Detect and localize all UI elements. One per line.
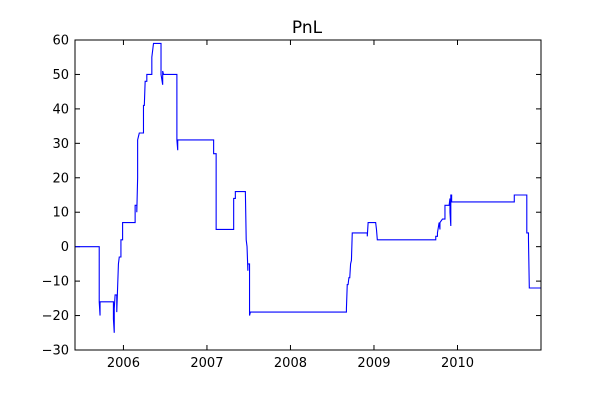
y-tick-label: 30	[52, 137, 69, 152]
y-tick-label: 20	[52, 171, 69, 186]
chart-title: PnL	[292, 18, 323, 38]
y-tick-label: 0	[61, 240, 69, 255]
y-tick-label: 10	[52, 206, 69, 221]
y-tick-label: 60	[52, 34, 69, 49]
y-tick-label: −20	[42, 309, 69, 324]
x-tick-label: 2006	[107, 356, 140, 371]
x-tick-label: 2008	[274, 356, 307, 371]
y-tick-label: 50	[52, 68, 69, 83]
y-tick-label: −10	[42, 275, 69, 290]
y-tick-label: −30	[42, 344, 69, 359]
x-tick-label: 2009	[357, 356, 390, 371]
y-tick-label: 40	[52, 102, 69, 117]
x-tick-label: 2010	[441, 356, 474, 371]
x-tick-label: 2007	[190, 356, 223, 371]
